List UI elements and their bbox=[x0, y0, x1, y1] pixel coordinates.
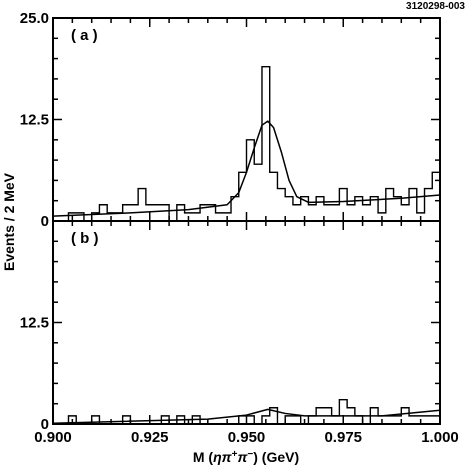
y-axis-label: Events / 2 MeV bbox=[1, 172, 17, 271]
y-tick-label: 25.0 bbox=[20, 10, 49, 27]
panel-frame-0 bbox=[52, 17, 441, 222]
histogram-0 bbox=[53, 66, 441, 222]
x-axis-label-minus: − bbox=[247, 449, 253, 460]
fit-curves bbox=[52, 120, 441, 424]
fit-curve-1 bbox=[52, 408, 441, 424]
x-tick-label: 1.000 bbox=[421, 429, 459, 446]
axis-ticks: 0 12.5 25.0 ( a ) 0 12.5 ( b ) 0.900 0.925 0.950 0… bbox=[20, 10, 459, 446]
x-tick-label: 0.925 bbox=[131, 429, 169, 446]
figure-id-label: 3120298-003 bbox=[406, 1, 465, 12]
y-tick-label: 0 bbox=[41, 213, 49, 230]
x-axis-label-plus: + bbox=[232, 449, 238, 460]
x-axis-label-pi-plus: π bbox=[222, 449, 233, 465]
y-tick-label: 12.5 bbox=[20, 112, 49, 129]
fit-curve-0 bbox=[52, 120, 441, 217]
histogram-bars bbox=[53, 66, 441, 425]
panel-frame-1 bbox=[52, 220, 441, 425]
panel-label: ( a ) bbox=[71, 27, 98, 44]
panel-label: ( b ) bbox=[71, 230, 99, 247]
y-tick-label: 0 bbox=[41, 416, 49, 433]
x-tick-label: 0.975 bbox=[324, 429, 362, 446]
x-axis-label: M (ηπ+π−) (GeV) bbox=[193, 449, 299, 466]
x-tick-label: 0.950 bbox=[228, 429, 266, 446]
x-axis-label-prefix: M ( bbox=[193, 449, 214, 465]
y-tick-label: 12.5 bbox=[20, 315, 49, 332]
axis-labels: Events / 2 MeV M (ηπ+π−) (GeV) bbox=[1, 172, 299, 465]
x-axis-label-eta: η bbox=[213, 449, 222, 465]
x-axis-label-suffix: ) (GeV) bbox=[253, 449, 299, 465]
x-tick-label: 0.900 bbox=[34, 429, 72, 446]
x-axis-label-pi-minus: π bbox=[237, 449, 248, 465]
